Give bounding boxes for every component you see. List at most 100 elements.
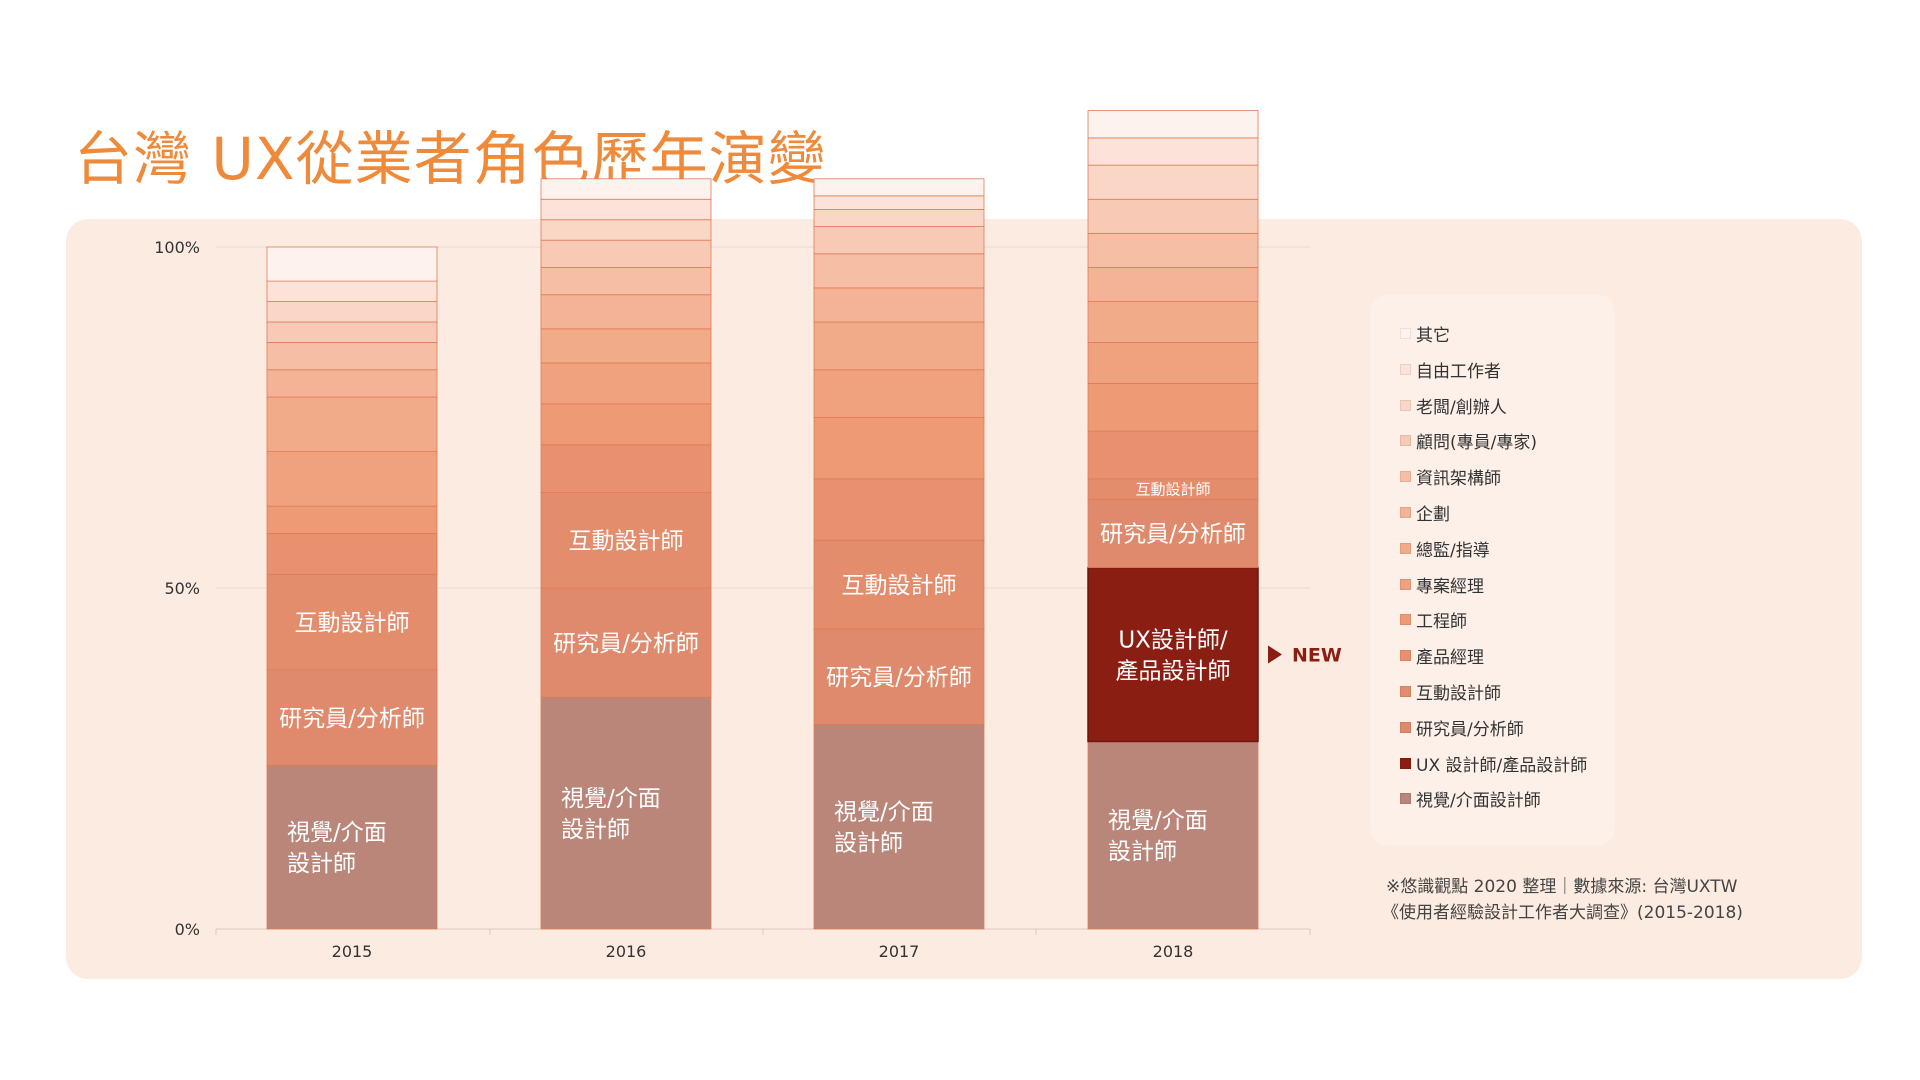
legend-swatch bbox=[1400, 328, 1411, 339]
legend-label: 資訊架構師 bbox=[1416, 469, 1501, 490]
segment-label: 設計師 bbox=[834, 831, 903, 857]
x-tick-label: 2016 bbox=[606, 942, 647, 961]
bar-segment bbox=[1087, 164, 1259, 200]
bar-segment bbox=[813, 417, 985, 480]
segment-label: 研究員/分析師 bbox=[1100, 522, 1246, 548]
y-tick-label: 50% bbox=[164, 579, 200, 598]
segment-label: 互動設計師 bbox=[295, 610, 410, 636]
legend-label: 互動設計師 bbox=[1416, 684, 1501, 704]
legend-label: 顧問(專員/專家) bbox=[1416, 433, 1537, 454]
segment-label: 研究員/分析師 bbox=[553, 631, 699, 657]
new-marker-label: NEW bbox=[1292, 644, 1342, 666]
legend-item: 企劃 bbox=[1400, 500, 1450, 525]
segment-label: 互動設計師 bbox=[1135, 481, 1210, 499]
bar-segment bbox=[266, 301, 438, 323]
new-marker-arrow-icon bbox=[1268, 645, 1282, 664]
bar-segment bbox=[266, 342, 438, 371]
y-tick-label: 100% bbox=[154, 238, 200, 257]
bar-segment bbox=[813, 478, 985, 541]
bar-segment bbox=[266, 505, 438, 534]
bar-segment bbox=[540, 587, 712, 698]
bar-segment bbox=[266, 764, 438, 930]
bar-segment bbox=[540, 198, 712, 221]
bar-segment bbox=[266, 246, 438, 282]
legend-swatch bbox=[1400, 793, 1411, 805]
source-note: ※悠識觀點 2020 整理｜數據來源: 台灣UXTW 《使用者經驗設計工作者大調… bbox=[1382, 874, 1743, 926]
bar-segment bbox=[813, 287, 985, 323]
legend-item: 產品經理 bbox=[1400, 643, 1484, 668]
legend-label: 自由工作者 bbox=[1416, 361, 1501, 382]
bar-segment bbox=[813, 195, 985, 210]
legend-item: 視覺/介面設計師 bbox=[1400, 786, 1541, 811]
bar-segment bbox=[813, 369, 985, 418]
legend-item: 資訊架構師 bbox=[1400, 464, 1501, 489]
legend-item: 其它 bbox=[1400, 321, 1450, 346]
legend-swatch bbox=[1400, 507, 1411, 518]
legend-item: 總監/指導 bbox=[1400, 536, 1490, 561]
bar-segment bbox=[266, 396, 438, 453]
bar-segment bbox=[266, 573, 438, 671]
bar-segment bbox=[1087, 110, 1259, 139]
legend-item: 工程師 bbox=[1400, 607, 1467, 632]
x-tick-label: 2017 bbox=[879, 942, 920, 961]
legend-label: 總監/指導 bbox=[1416, 540, 1490, 561]
bar-segment bbox=[266, 451, 438, 507]
segment-label: 研究員/分析師 bbox=[279, 706, 425, 732]
bar-segment bbox=[813, 539, 985, 630]
segment-label: 視覺/介面 bbox=[561, 786, 661, 812]
bar-segment bbox=[1087, 267, 1259, 302]
segment-label: 產品設計師 bbox=[1116, 658, 1231, 684]
segment-label: 視覺/介面 bbox=[834, 799, 934, 825]
legend-item: 自由工作者 bbox=[1400, 357, 1501, 382]
bar-segment bbox=[1087, 382, 1259, 432]
legend-swatch bbox=[1400, 757, 1411, 769]
segment-label: 視覺/介面 bbox=[1108, 808, 1208, 834]
bar-segment bbox=[540, 696, 712, 930]
bar-segment bbox=[1087, 342, 1259, 384]
bar-segment bbox=[540, 178, 712, 200]
legend-label: 工程師 bbox=[1416, 612, 1467, 633]
bar-segment bbox=[813, 321, 985, 371]
bar-segment bbox=[266, 321, 438, 343]
legend-swatch bbox=[1400, 542, 1411, 554]
legend-label: 其它 bbox=[1416, 326, 1450, 346]
segment-label: 互動設計師 bbox=[842, 573, 957, 599]
x-tick-label: 2015 bbox=[332, 942, 373, 961]
bar-segment bbox=[1087, 232, 1259, 268]
bar-segment bbox=[540, 444, 712, 493]
bar-segment bbox=[540, 239, 712, 268]
legend-swatch bbox=[1400, 650, 1411, 662]
bar-segment bbox=[1087, 741, 1259, 930]
legend-item: 研究員/分析師 bbox=[1400, 715, 1524, 740]
bar-segment bbox=[266, 669, 438, 766]
bar-segment bbox=[540, 267, 712, 296]
segment-label: UX設計師/ bbox=[1118, 627, 1228, 653]
bar-segment bbox=[266, 533, 438, 575]
legend-item: 顧問(專員/專家) bbox=[1400, 428, 1537, 453]
bar-segment bbox=[813, 628, 985, 725]
legend-item: 互動設計師 bbox=[1400, 679, 1501, 704]
legend-swatch bbox=[1400, 435, 1411, 447]
legend-swatch bbox=[1400, 399, 1411, 411]
bar-segment bbox=[1087, 566, 1259, 743]
bar-segment bbox=[813, 724, 985, 930]
legend-swatch bbox=[1400, 614, 1411, 626]
bar-segment bbox=[813, 178, 985, 197]
legend-swatch bbox=[1400, 686, 1411, 697]
bar-segment bbox=[266, 369, 438, 398]
legend-label: 專案經理 bbox=[1416, 576, 1484, 597]
legend-label: 產品經理 bbox=[1416, 648, 1484, 669]
legend-item: 專案經理 bbox=[1400, 572, 1484, 597]
x-tick-label: 2018 bbox=[1153, 942, 1194, 961]
legend-label: 研究員/分析師 bbox=[1416, 719, 1524, 740]
legend-swatch bbox=[1400, 721, 1411, 733]
legend-item: UX 設計師/產品設計師 bbox=[1400, 751, 1587, 776]
legend-label: 視覺/介面設計師 bbox=[1416, 791, 1541, 812]
legend-label: UX 設計師/產品設計師 bbox=[1416, 755, 1588, 776]
segment-label: 設計師 bbox=[287, 851, 356, 877]
source-line-1: ※悠識觀點 2020 整理｜數據來源: 台灣UXTW bbox=[1386, 877, 1738, 897]
legend-swatch bbox=[1400, 471, 1411, 483]
bar-segment bbox=[1087, 498, 1259, 568]
segment-label: 設計師 bbox=[561, 817, 630, 843]
